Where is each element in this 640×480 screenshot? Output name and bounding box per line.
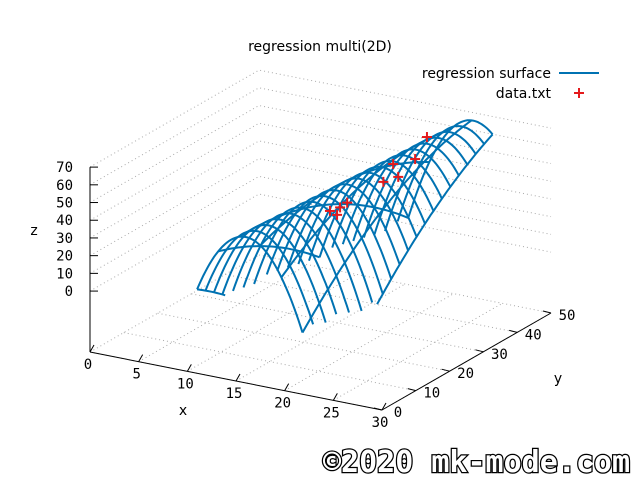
chart-title: regression multi(2D) <box>248 39 392 55</box>
y-tick-label: 20 <box>457 366 474 382</box>
data-point <box>421 132 432 143</box>
y-gridline <box>258 254 552 314</box>
z-tick-label: 50 <box>56 196 73 212</box>
data-point <box>393 171 404 182</box>
x-tick-label: 25 <box>323 405 340 421</box>
x-tick <box>284 383 290 391</box>
z-gridline <box>89 140 552 239</box>
z-gridline <box>89 193 552 292</box>
data-point <box>335 202 346 213</box>
x-tick <box>89 344 95 353</box>
surface-line-const-x <box>259 161 430 247</box>
y-gridline <box>123 332 416 392</box>
y-tick-label: 30 <box>491 347 508 363</box>
z-tick-label: 0 <box>65 284 73 300</box>
surface-line-const-x <box>217 245 320 259</box>
data-points <box>324 132 432 220</box>
z-tick-label: 60 <box>56 178 73 194</box>
z-tick-label: 10 <box>56 266 73 282</box>
data-point <box>410 154 421 165</box>
y-tick <box>441 368 450 372</box>
z-gridline <box>89 122 552 221</box>
grid-lines <box>89 69 552 411</box>
z-gridline <box>89 87 552 186</box>
y-tick <box>475 349 484 353</box>
axes <box>89 166 552 411</box>
surface-line-const-y <box>204 229 315 325</box>
x-gridline <box>89 254 260 353</box>
x-gridline <box>138 264 308 363</box>
legend-swatch-data <box>574 88 584 98</box>
x-tick-label: 5 <box>132 367 140 383</box>
legend: regression surface data.txt <box>422 66 599 102</box>
z-tick-label: 30 <box>56 231 73 247</box>
y-gridline <box>157 312 450 372</box>
x-tick-label: 0 <box>84 357 92 373</box>
y-tick <box>542 310 552 314</box>
surface-line-const-y <box>286 183 401 268</box>
surface-line-const-x <box>196 288 226 297</box>
x-gridline <box>284 293 454 392</box>
x-tick <box>235 373 241 382</box>
y-gridline <box>225 273 518 333</box>
surface-line-const-x <box>376 133 494 305</box>
z-gridline <box>89 105 552 203</box>
y-axis-line <box>381 312 552 411</box>
x-tick <box>381 402 387 411</box>
y-tick <box>407 388 416 392</box>
surface-line-const-y <box>253 200 374 303</box>
x-tick-label: 30 <box>372 415 389 431</box>
y-tick-label: 10 <box>423 386 440 402</box>
y-tick <box>373 407 383 411</box>
data-point <box>324 205 335 216</box>
surface-line-const-y <box>213 223 327 323</box>
surface-line-const-y <box>265 194 384 295</box>
z-gridline <box>89 175 552 274</box>
legend-label-surface: regression surface <box>422 66 551 82</box>
x-tick-label: 15 <box>226 386 243 402</box>
x-tick-label: 20 <box>274 396 291 412</box>
y-axis-label: y <box>554 371 562 387</box>
z-gridline <box>89 158 552 257</box>
z-tick-label: 20 <box>56 249 73 265</box>
y-tick-label: 0 <box>394 405 402 421</box>
regression-surface <box>196 119 494 334</box>
data-point <box>332 209 343 220</box>
x-tick <box>332 393 338 401</box>
surface-line-const-y <box>221 218 338 315</box>
z-tick-label: 70 <box>56 160 73 176</box>
x-gridline <box>333 302 503 401</box>
x-axis-label: x <box>179 403 187 419</box>
data-point <box>378 176 389 187</box>
x-gridline <box>187 273 357 372</box>
x-tick <box>186 364 192 372</box>
surface-line-const-x <box>238 203 409 238</box>
surface-line-const-y <box>407 119 494 219</box>
watermark: ©2020 mk-mode.com <box>323 445 630 480</box>
x-tick <box>138 354 144 362</box>
legend-label-data: data.txt <box>496 86 552 102</box>
x-gridline <box>235 283 406 382</box>
y-tick-label: 40 <box>525 327 542 343</box>
x-tick-label: 10 <box>177 376 194 392</box>
surface-line-const-x <box>301 119 473 334</box>
data-point <box>342 197 353 208</box>
y-gridline <box>191 293 484 353</box>
z-axis-label: z <box>30 223 37 239</box>
y-tick <box>509 329 518 333</box>
surface-line-const-x <box>280 128 451 278</box>
z-tick-label: 40 <box>56 213 73 229</box>
y-tick-label: 50 <box>559 308 576 324</box>
data-point <box>388 159 399 170</box>
surface-line-const-y <box>352 148 452 242</box>
z-gridline <box>89 69 552 168</box>
